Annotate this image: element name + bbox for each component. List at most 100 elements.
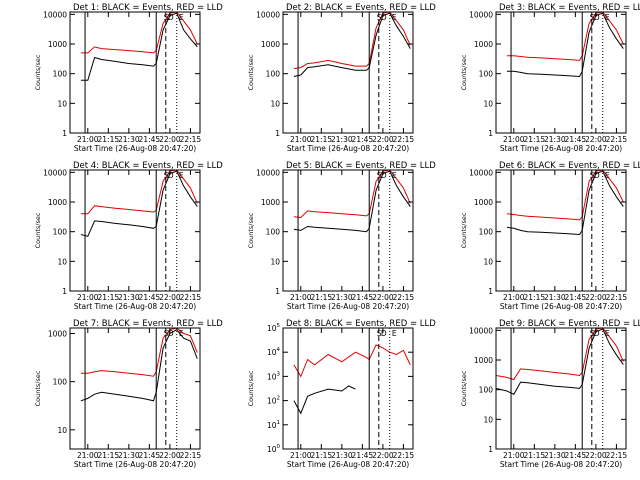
series-line-lld [293,12,411,69]
x-tick-label: 21:15 [98,293,120,302]
x-tick-label: 22:00 [372,135,394,144]
x-tick-label: 22:15 [180,293,202,302]
y-tick-label: 1000 [474,356,493,365]
y-tick-label: 10 [57,257,67,266]
y-tick-label: 102 [267,396,280,406]
series-line-events [506,170,624,236]
marker-label: S [377,13,382,22]
y-axis-label: Counts/sec [34,370,42,406]
y-tick-label: 105 [267,323,281,333]
y-tick-label: 10000 [469,326,493,335]
y-tick-label: 100 [479,386,494,395]
marker-label: E [392,171,397,180]
marker-label: S [164,171,169,180]
x-tick-label: 21:45 [352,451,374,460]
x-axis-label: Start Time (26-Aug-08 20:47:20) [74,144,196,153]
x-tick-label: 21:15 [311,135,333,144]
x-tick-label: 22:15 [393,135,415,144]
x-tick-label: 21:30 [331,293,353,302]
x-tick-label: 21:30 [118,135,140,144]
plot-frame [495,327,627,450]
x-tick-label: 22:15 [180,135,202,144]
x-tick-label: 22:00 [585,293,607,302]
y-tick-label: 1000 [48,198,67,207]
x-tick-label: 21:00 [503,135,525,144]
series-line-events [293,170,411,233]
series-line-events [293,12,411,77]
x-tick-label: 22:15 [393,451,415,460]
y-axis-label: Counts/sec [460,54,468,90]
y-tick-label: 100 [479,228,494,237]
series-line-events [80,329,198,402]
x-tick-label: 21:30 [544,293,566,302]
marker-label: E [605,171,610,180]
x-axis-label: Start Time (26-Aug-08 20:47:20) [500,144,622,153]
series-line-events [506,12,624,78]
x-tick-label: 22:15 [606,135,628,144]
x-tick-label: 21:15 [524,293,546,302]
x-axis-label: Start Time (26-Aug-08 20:47:20) [74,302,196,311]
y-axis-label: Counts/sec [247,54,255,90]
y-tick-label: 10000 [469,10,493,19]
marker-label: D [381,329,387,338]
y-tick-label: 10000 [469,168,493,177]
x-tick-label: 21:30 [544,451,566,460]
y-tick-label: 100 [267,444,281,454]
x-axis-label: Start Time (26-Aug-08 20:47:20) [74,460,196,469]
x-tick-label: 21:45 [352,135,374,144]
marker-label: D [594,329,600,338]
marker-label: S [164,329,169,338]
x-tick-label: 21:15 [311,293,333,302]
x-tick-label: 22:15 [393,293,415,302]
y-tick-label: 1000 [261,40,280,49]
plot-frame [69,11,201,134]
panel-title: Det 4: BLACK = Events, RED = LLD [73,161,223,171]
series-line-lld [506,12,624,61]
y-tick-label: 1000 [48,40,67,49]
marker-label: D [168,171,174,180]
y-tick-label: 10000 [256,168,280,177]
panel-title: Det 6: BLACK = Events, RED = LLD [499,161,640,171]
x-tick-label: 21:15 [524,451,546,460]
y-tick-label: 1 [62,129,67,138]
y-tick-label: 104 [267,347,281,357]
y-tick-label: 1 [488,287,493,296]
x-tick-label: 21:45 [139,135,161,144]
y-axis-label: Counts/sec [460,212,468,248]
y-tick-label: 1 [275,129,280,138]
x-tick-label: 21:15 [98,451,120,460]
plot-frame [282,169,414,292]
x-tick-label: 21:30 [118,451,140,460]
series-line-events [293,385,356,415]
plot-frame [282,11,414,134]
plot-frame [69,327,201,450]
y-tick-label: 10 [483,257,493,266]
y-tick-label: 1000 [261,198,280,207]
x-tick-label: 21:45 [139,451,161,460]
marker-label: E [392,13,397,22]
x-tick-label: 21:45 [565,451,587,460]
x-tick-label: 21:00 [77,451,99,460]
y-tick-label: 10000 [43,168,67,177]
x-tick-label: 21:30 [331,451,353,460]
x-tick-label: 22:00 [372,293,394,302]
x-tick-label: 21:00 [503,293,525,302]
panel-title: Det 1: BLACK = Events, RED = LLD [73,3,223,13]
marker-label: S [377,171,382,180]
x-tick-label: 22:00 [159,451,181,460]
x-tick-label: 21:00 [77,135,99,144]
marker-label: D [594,13,600,22]
panel-title: Det 5: BLACK = Events, RED = LLD [286,161,436,171]
x-tick-label: 21:00 [503,451,525,460]
y-tick-label: 100 [53,70,68,79]
plot-frame [495,11,627,134]
x-tick-label: 21:45 [139,293,161,302]
marker-label: E [605,329,610,338]
marker-label: S [590,13,595,22]
marker-label: E [605,13,610,22]
